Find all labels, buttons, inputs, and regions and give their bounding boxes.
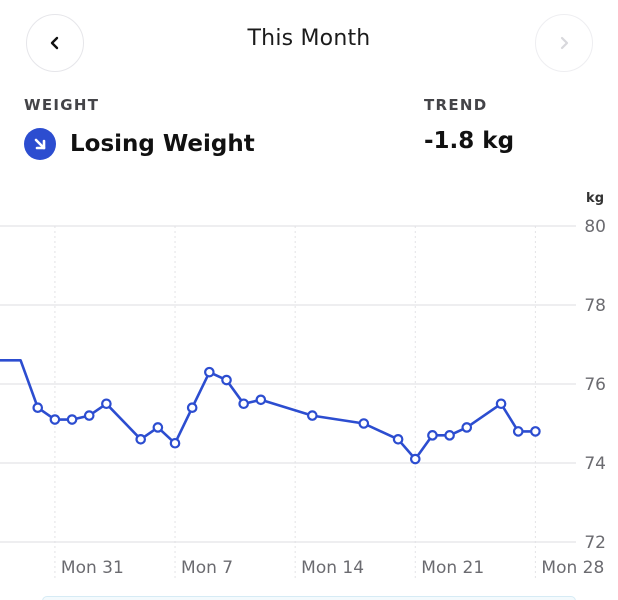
weight-data-point xyxy=(255,394,267,406)
trend-label: TREND xyxy=(424,96,488,114)
weight-data-point xyxy=(135,433,147,445)
weight-data-point xyxy=(512,426,524,437)
weight-data-point xyxy=(204,366,215,378)
chevron-right-icon xyxy=(560,36,569,50)
weight-status-text: Losing Weight xyxy=(70,131,255,157)
weight-data-point xyxy=(530,426,541,437)
weight-data-point xyxy=(307,410,318,421)
weight-data-point xyxy=(186,402,198,413)
weight-chart: kg 80 78 76 74 72 Mon 31 Mon 7 Mon 14 Mon 21 Mon 2… xyxy=(0,180,618,580)
weight-data-point xyxy=(392,433,404,445)
y-tick-label: 76 xyxy=(584,375,606,395)
y-tick-label: 74 xyxy=(584,454,606,474)
weight-data-point xyxy=(444,430,455,441)
previous-month-button[interactable] xyxy=(26,14,84,72)
weight-data-point xyxy=(238,398,249,410)
weight-data-point xyxy=(49,414,61,425)
x-tick-label: Mon 31 xyxy=(61,558,124,578)
next-month-button[interactable] xyxy=(535,14,593,72)
weight-chart-svg: kg 80 78 76 74 72 Mon 31 Mon 7 Mon 14 Mon 21 Mon 2… xyxy=(0,191,606,578)
y-axis-unit-label: kg xyxy=(586,191,604,206)
x-tick-label: Mon 21 xyxy=(421,558,484,578)
trend-value: -1.8 kg xyxy=(424,128,515,154)
weight-data-point xyxy=(358,418,370,429)
weight-data-point xyxy=(83,410,95,421)
weight-status: Losing Weight xyxy=(24,126,255,162)
weight-data-point xyxy=(152,422,164,433)
x-tick-label: Mon 14 xyxy=(301,558,364,578)
arrow-down-right-icon xyxy=(24,128,56,160)
weight-data-point xyxy=(32,402,44,413)
weight-data-point xyxy=(495,398,507,410)
weight-data-point xyxy=(427,430,438,441)
chevron-left-icon xyxy=(50,36,59,50)
weight-data-point xyxy=(221,374,232,386)
page-title: This Month xyxy=(247,26,371,51)
y-tick-label: 78 xyxy=(584,296,606,316)
weight-data-point xyxy=(101,398,112,410)
y-tick-label: 72 xyxy=(584,533,606,553)
y-tick-label: 80 xyxy=(584,217,606,237)
weight-data-point xyxy=(66,414,78,425)
weight-label: WEIGHT xyxy=(24,96,100,114)
weight-series-line xyxy=(0,359,537,461)
x-tick-label: Mon 28 xyxy=(541,558,604,578)
x-tick-label: Mon 7 xyxy=(181,558,233,578)
weight-data-point xyxy=(169,437,181,449)
weight-data-point xyxy=(461,422,473,433)
weight-data-point xyxy=(409,453,421,465)
bottom-card xyxy=(42,596,576,600)
